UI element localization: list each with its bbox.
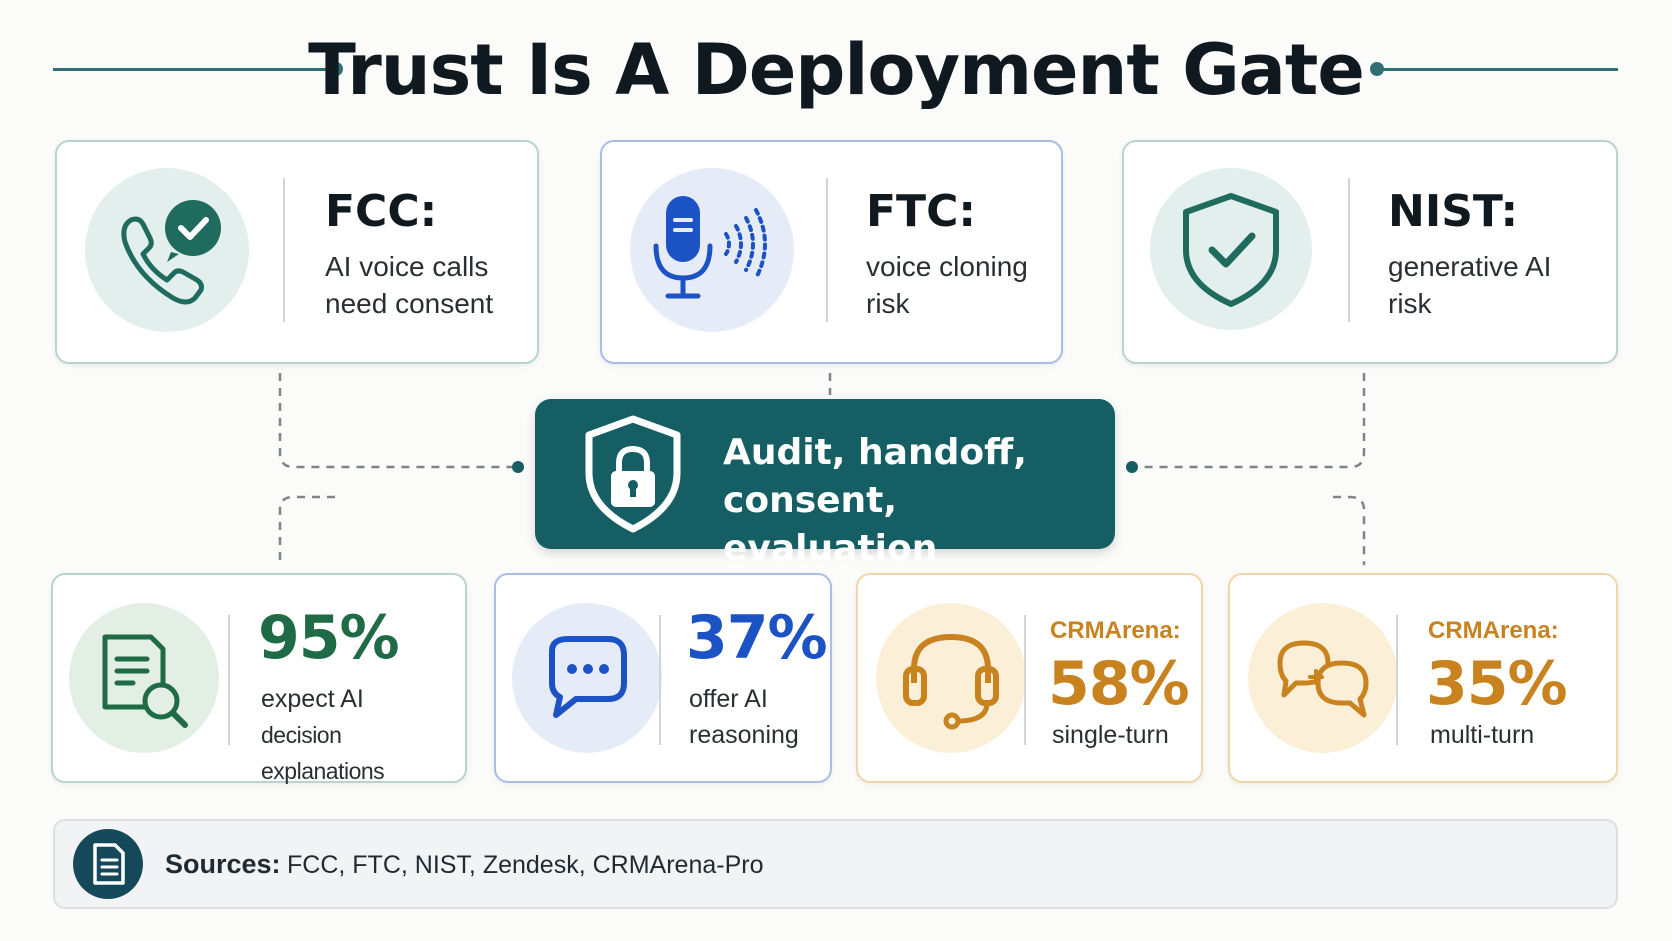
- title-rule-left: [53, 68, 336, 71]
- card-divider: [1348, 178, 1350, 322]
- stat-value-37: 37%: [686, 603, 828, 673]
- nist-text-line2: risk: [1388, 288, 1432, 319]
- card-divider: [1024, 615, 1026, 745]
- crmarena-label: CRMArena:: [1428, 617, 1559, 644]
- stat-card-explanations: 95% expect AI decision explanations: [51, 573, 467, 784]
- headset-icon: [876, 603, 1026, 753]
- hub-text-line2: consent, evaluation: [723, 480, 938, 569]
- card-divider: [228, 615, 230, 745]
- stat-label-line2: decision explanations: [261, 722, 385, 784]
- sources-bar: Sources: FCC, FTC, NIST, Zendesk, CRMAre…: [53, 819, 1618, 909]
- sources-text: FCC, FTC, NIST, Zendesk, CRMArena-Pro: [287, 851, 764, 879]
- trust-hub: Audit, handoff, consent, evaluation: [535, 399, 1115, 569]
- fcc-title: FCC:: [325, 186, 438, 237]
- ftc-text-line2: risk: [866, 288, 910, 319]
- stat-value-95: 95%: [258, 603, 400, 673]
- stat-label-line1: multi-turn: [1430, 721, 1535, 749]
- nist-title: NIST:: [1388, 186, 1519, 237]
- stat-card-multi-turn: CRMArena: 35% multi-turn: [1228, 573, 1618, 783]
- phone-consent-icon: [85, 168, 249, 332]
- stat-value-35: 35%: [1426, 649, 1568, 719]
- page-title: Trust Is A Deployment Gate: [308, 29, 1365, 111]
- shield-check-icon: [1150, 168, 1312, 330]
- shield-lock-icon: [577, 411, 689, 537]
- hub-text-line1: Audit, handoff,: [723, 432, 1027, 473]
- fcc-text-line1: AI voice calls: [325, 251, 489, 282]
- ftc-title: FTC:: [866, 186, 976, 237]
- ftc-card: FTC: voice cloning risk: [600, 140, 1063, 364]
- stat-card-single-turn: CRMArena: 58% single-turn: [856, 573, 1203, 783]
- card-divider: [826, 178, 828, 322]
- crmarena-label: CRMArena:: [1050, 617, 1181, 644]
- title-rule-right: [1380, 68, 1618, 71]
- chat-bubble-icon: [512, 603, 662, 753]
- document-icon: [73, 829, 143, 899]
- stat-value-58: 58%: [1048, 649, 1190, 719]
- fcc-card: FCC: AI voice calls need consent: [55, 140, 539, 364]
- card-divider: [659, 615, 661, 745]
- stat-label-line1: expect AI: [261, 685, 364, 713]
- sources-label: Sources:: [165, 849, 281, 879]
- microphone-icon: [630, 168, 794, 332]
- stat-label-line1: single-turn: [1052, 721, 1169, 749]
- stat-label-line1: offer AI: [689, 685, 768, 713]
- nist-text-line1: generative AI: [1388, 251, 1552, 282]
- hub-text: Audit, handoff, consent, evaluation: [723, 429, 1115, 573]
- card-divider: [283, 178, 285, 322]
- fcc-text-line2: need consent: [325, 288, 494, 319]
- ftc-text-line1: voice cloning: [866, 251, 1028, 282]
- nist-card: NIST: generative AI risk: [1122, 140, 1618, 364]
- card-divider: [1396, 615, 1398, 745]
- document-search-icon: [69, 603, 219, 753]
- stat-card-reasoning: 37% offer AI reasoning: [494, 573, 832, 783]
- title-rule-left-dot: [329, 62, 343, 76]
- title-rule-right-dot: [1370, 62, 1384, 76]
- stat-label-line2: reasoning: [689, 721, 799, 749]
- conversation-icon: [1248, 603, 1398, 753]
